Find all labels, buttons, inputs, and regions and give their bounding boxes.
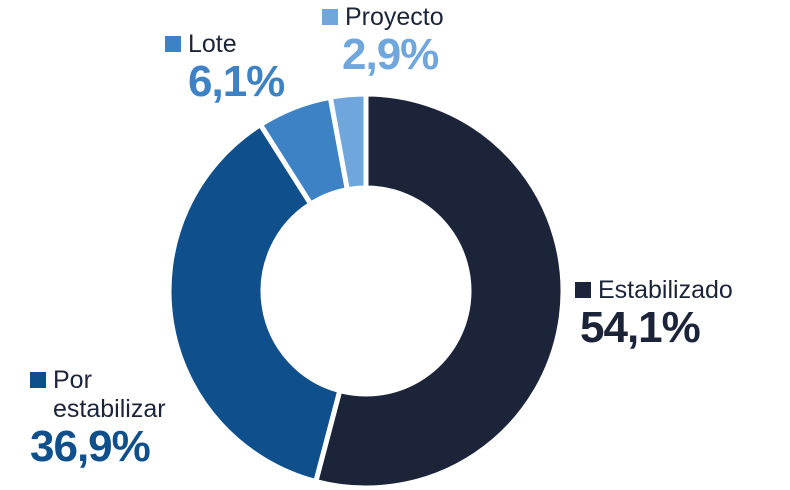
value-label: 36,9% <box>30 422 151 471</box>
label: Lote 6,1% <box>165 30 285 105</box>
category-label: Por estabilizar <box>30 366 210 424</box>
category-label: Estabilizado <box>575 276 765 305</box>
slice <box>327 91 369 193</box>
category-label: Lote <box>165 30 285 59</box>
category-text: Proyecto <box>345 3 444 31</box>
legend-swatch <box>322 9 338 25</box>
category-text: Por estabilizar <box>53 366 166 423</box>
slice <box>166 121 343 485</box>
legend-swatch <box>575 282 591 298</box>
legend-swatch <box>165 36 181 52</box>
legend-swatch <box>30 372 46 388</box>
label: Estabilizado 54,1% <box>575 276 765 351</box>
category-text: Lote <box>188 30 237 58</box>
value-label: 54,1% <box>580 303 701 352</box>
value-label: 6,1% <box>188 57 285 106</box>
slice <box>312 91 566 490</box>
value-label: 2,9% <box>342 30 439 79</box>
category-label: Proyecto <box>322 3 482 32</box>
category-text: Estabilizado <box>598 276 733 304</box>
label: Proyecto 2,9% <box>322 3 482 78</box>
label: Por estabilizar 36,9% <box>30 366 210 470</box>
